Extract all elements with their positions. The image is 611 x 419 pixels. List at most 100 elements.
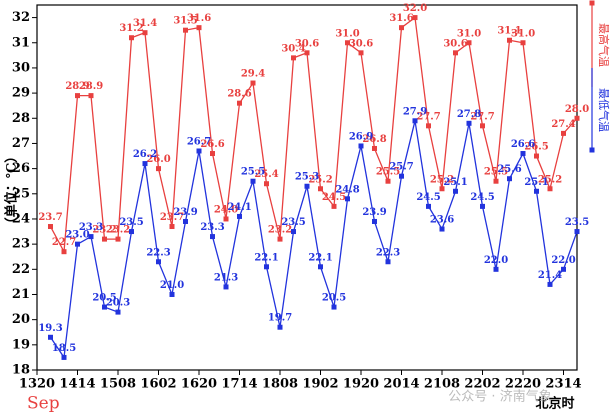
marker <box>237 213 242 219</box>
value-label: 25.5 <box>376 167 400 178</box>
y-tick-label: 23 <box>12 237 30 252</box>
y-tick-label: 21 <box>12 287 30 302</box>
month-label: Sep <box>27 394 60 414</box>
marker <box>507 37 512 43</box>
x-tick-label: 1714 <box>221 377 257 392</box>
value-label: 23.9 <box>173 207 197 218</box>
x-tick-label: 1602 <box>140 377 176 392</box>
x-tick-label: 1508 <box>100 377 136 392</box>
marker <box>237 100 242 106</box>
marker <box>61 354 67 360</box>
value-label: 31.5 <box>173 16 197 27</box>
x-tick-label: 2314 <box>545 377 581 392</box>
value-label: 22.1 <box>254 252 278 263</box>
marker <box>399 173 404 179</box>
value-label: 31.0 <box>335 28 359 39</box>
value-label: 26.8 <box>362 134 386 145</box>
value-label: 24.1 <box>227 202 251 213</box>
y-tick-label: 18 <box>12 363 30 378</box>
marker <box>331 203 337 209</box>
value-label: 22.3 <box>376 247 400 258</box>
marker <box>561 266 566 272</box>
value-label: 25.1 <box>524 177 548 188</box>
marker <box>264 264 269 270</box>
x-tick-label: 2220 <box>505 377 541 392</box>
marker <box>250 80 256 86</box>
x-tick-label: 1320 <box>19 377 55 392</box>
value-label: 21.0 <box>160 280 184 291</box>
value-label: 23.2 <box>92 225 116 236</box>
marker <box>129 229 134 235</box>
value-label: 20.5 <box>92 293 116 304</box>
marker <box>574 115 580 121</box>
value-label: 21.3 <box>214 272 238 283</box>
y-tick-label: 32 <box>12 10 30 25</box>
x-tick-label: 1620 <box>181 377 217 392</box>
value-label: 23.7 <box>160 212 184 223</box>
value-label: 24.5 <box>416 192 440 203</box>
marker <box>264 181 269 187</box>
value-label: 28.6 <box>227 89 251 100</box>
marker <box>520 40 526 46</box>
marker <box>250 178 256 184</box>
value-label: 25.2 <box>308 174 332 185</box>
value-label: 22.0 <box>484 255 508 266</box>
marker <box>345 40 350 46</box>
value-label: 31.2 <box>119 23 143 34</box>
marker <box>102 304 107 310</box>
marker <box>210 151 215 157</box>
value-label: 20.5 <box>322 293 346 304</box>
marker <box>183 218 188 224</box>
marker <box>331 304 337 310</box>
marker <box>48 224 53 230</box>
watermark: 公众号 · 济南气象 <box>448 389 551 405</box>
x-tick-label: 2014 <box>383 377 419 392</box>
y-tick-label: 19 <box>12 337 30 352</box>
value-label: 25.6 <box>497 164 521 175</box>
marker <box>507 176 512 182</box>
marker <box>75 241 80 247</box>
value-label: 23.7 <box>38 212 62 223</box>
marker <box>534 153 539 159</box>
value-label: 23.3 <box>200 222 224 233</box>
value-label: 31.6 <box>389 13 413 24</box>
marker <box>210 234 215 240</box>
value-label: 20.3 <box>106 298 130 309</box>
value-label: 19.3 <box>38 323 62 334</box>
value-label: 21.4 <box>538 270 562 281</box>
value-label: 23.0 <box>65 230 89 241</box>
y-tick-label: 27 <box>12 136 30 151</box>
marker <box>453 188 458 194</box>
marker <box>358 50 364 56</box>
marker <box>493 266 499 272</box>
value-label: 28.9 <box>79 81 103 92</box>
marker <box>358 143 364 149</box>
value-label: 24.5 <box>322 192 346 203</box>
marker <box>480 123 485 129</box>
marker <box>439 186 445 192</box>
value-label: 26.6 <box>200 139 224 150</box>
value-label: 19.7 <box>268 313 292 324</box>
value-label: 30.4 <box>281 43 305 54</box>
value-label: 24.0 <box>214 204 238 215</box>
marker <box>426 123 431 129</box>
value-label: 31.4 <box>133 18 157 29</box>
marker <box>88 234 94 240</box>
value-label: 25.1 <box>443 177 467 188</box>
value-label: 23.5 <box>281 217 305 228</box>
y-tick-label: 20 <box>12 312 30 327</box>
marker <box>88 93 94 99</box>
value-label: 26.7 <box>187 137 211 148</box>
y-axis-label: （单位：℃） <box>4 150 20 231</box>
value-label: 28.9 <box>65 81 89 92</box>
y-tick-label: 30 <box>12 60 30 75</box>
marker <box>318 264 323 270</box>
marker <box>547 186 553 192</box>
marker <box>183 27 188 33</box>
marker <box>318 186 323 192</box>
marker <box>385 259 391 265</box>
value-label: 30.6 <box>443 38 467 49</box>
value-label: 31.0 <box>511 28 535 39</box>
value-label: 22.1 <box>308 252 332 263</box>
